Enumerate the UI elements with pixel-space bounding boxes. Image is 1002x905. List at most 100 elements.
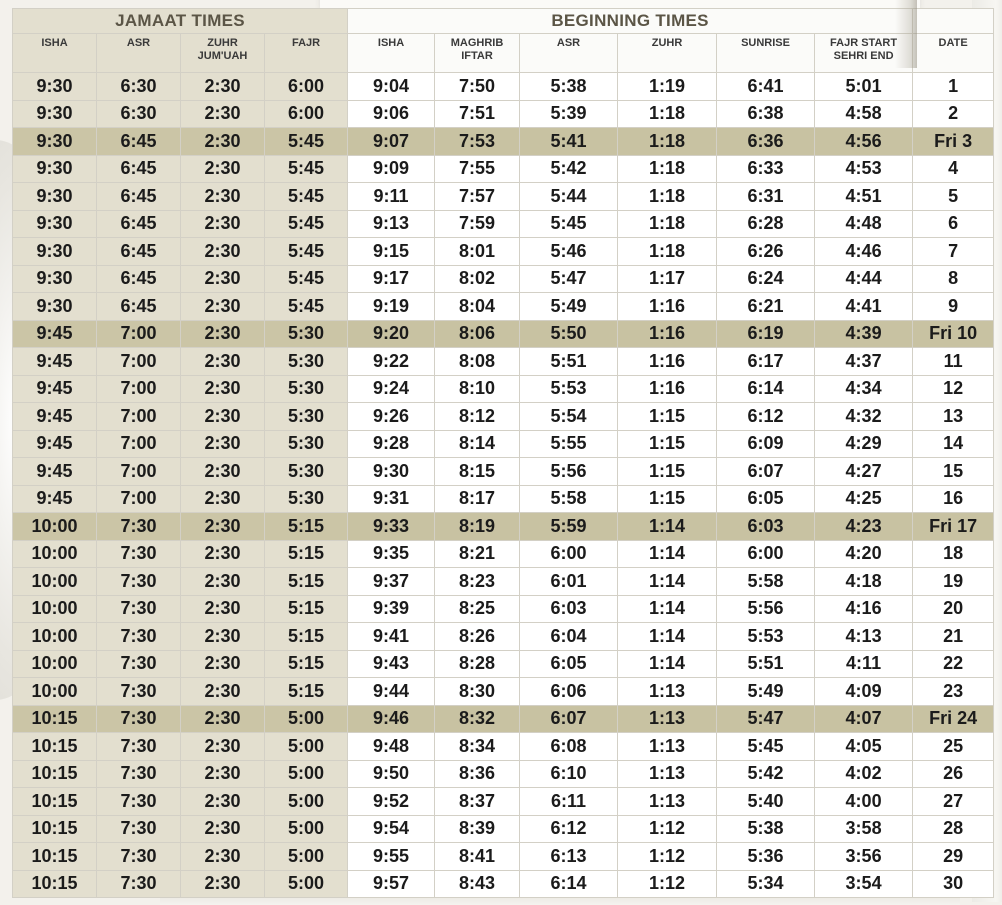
jamaat-zuhr-cell: 2:30 (180, 154, 265, 183)
jamaat-zuhr-cell: 2:30 (180, 649, 265, 678)
col-header-jamaat-fajr: FAJR (263, 33, 349, 73)
begin-maghrib-cell: 8:19 (434, 512, 521, 541)
date-cell: Fri 17 (912, 512, 995, 541)
begin-asr-cell: 6:14 (519, 869, 619, 898)
begin-sunrise-cell: 6:00 (716, 539, 816, 568)
begin-isha-cell: 9:17 (347, 264, 436, 293)
begin-maghrib-cell: 8:28 (434, 649, 521, 678)
jamaat-fajr-cell: 5:15 (263, 622, 349, 651)
jamaat-asr-cell: 7:00 (96, 402, 181, 431)
col-header-begin-zuhr: ZUHR (617, 33, 718, 73)
begin-zuhr-cell: 1:14 (617, 567, 718, 596)
begin-maghrib-cell: 8:23 (434, 567, 521, 596)
jamaat-fajr-cell: 6:00 (263, 72, 349, 101)
table-row: 9:30 6:45 2:30 5:45 9:19 8:04 5:49 1:16 6:21 4:41… (12, 292, 995, 321)
begin-maghrib-cell: 8:04 (434, 292, 521, 321)
begin-sunrise-cell: 6:21 (716, 292, 816, 321)
jamaat-asr-cell: 7:30 (96, 512, 181, 541)
jamaat-zuhr-cell: 2:30 (180, 622, 265, 651)
begin-fajr-cell: 4:41 (814, 292, 914, 321)
date-cell: 28 (912, 814, 995, 843)
jamaat-isha-cell: 9:45 (12, 402, 97, 431)
jamaat-isha-cell: 9:30 (12, 182, 97, 211)
jamaat-isha-cell: 9:30 (12, 72, 97, 101)
table-row: 10:15 7:30 2:30 5:00 9:55 8:41 6:13 1:12 5:36 3:5… (12, 842, 995, 871)
begin-fajr-cell: 4:46 (814, 237, 914, 266)
jamaat-isha-cell: 9:45 (12, 347, 97, 376)
date-cell: 16 (912, 484, 995, 513)
beginning-times-title: BEGINNING TIMES (347, 8, 914, 34)
begin-sunrise-cell: 5:38 (716, 814, 816, 843)
jamaat-fajr-cell: 5:45 (263, 237, 349, 266)
jamaat-fajr-cell: 5:00 (263, 704, 349, 733)
jamaat-zuhr-cell: 2:30 (180, 99, 265, 128)
begin-zuhr-cell: 1:12 (617, 842, 718, 871)
jamaat-isha-cell: 9:45 (12, 319, 97, 348)
begin-fajr-cell: 4:56 (814, 127, 914, 156)
begin-sunrise-cell: 6:26 (716, 237, 816, 266)
begin-fajr-cell: 4:48 (814, 209, 914, 238)
jamaat-isha-cell: 10:00 (12, 677, 97, 706)
jamaat-zuhr-cell: 2:30 (180, 374, 265, 403)
begin-isha-cell: 9:54 (347, 814, 436, 843)
jamaat-asr-cell: 7:30 (96, 622, 181, 651)
begin-zuhr-cell: 1:14 (617, 649, 718, 678)
date-cell: Fri 3 (912, 127, 995, 156)
begin-fajr-cell: 4:51 (814, 182, 914, 211)
jamaat-zuhr-cell: 2:30 (180, 787, 265, 816)
begin-maghrib-cell: 7:53 (434, 127, 521, 156)
jamaat-isha-cell: 10:15 (12, 842, 97, 871)
begin-fajr-cell: 4:39 (814, 319, 914, 348)
jamaat-asr-cell: 7:00 (96, 319, 181, 348)
begin-fajr-cell: 4:23 (814, 512, 914, 541)
jamaat-fajr-cell: 5:15 (263, 512, 349, 541)
jamaat-fajr-cell: 5:15 (263, 567, 349, 596)
jamaat-isha-cell: 9:30 (12, 209, 97, 238)
begin-asr-cell: 6:12 (519, 814, 619, 843)
jamaat-fajr-cell: 5:00 (263, 787, 349, 816)
jamaat-asr-cell: 6:45 (96, 182, 181, 211)
begin-maghrib-cell: 7:50 (434, 72, 521, 101)
jamaat-fajr-cell: 5:15 (263, 677, 349, 706)
jamaat-fajr-cell: 5:30 (263, 484, 349, 513)
table-row-friday: 9:30 6:45 2:30 5:45 9:07 7:53 5:41 1:18 6:36 4:56… (12, 127, 995, 156)
begin-zuhr-cell: 1:13 (617, 759, 718, 788)
date-cell: 18 (912, 539, 995, 568)
begin-isha-cell: 9:41 (347, 622, 436, 651)
begin-maghrib-cell: 8:12 (434, 402, 521, 431)
jamaat-asr-cell: 7:00 (96, 374, 181, 403)
jamaat-fajr-cell: 5:00 (263, 814, 349, 843)
col-header-jamaat-isha: ISHA (12, 33, 97, 73)
begin-asr-cell: 5:58 (519, 484, 619, 513)
begin-asr-cell: 6:05 (519, 649, 619, 678)
begin-isha-cell: 9:06 (347, 99, 436, 128)
table-row: 9:45 7:00 2:30 5:30 9:31 8:17 5:58 1:15 6:05 4:25… (12, 484, 995, 513)
begin-fajr-cell: 4:05 (814, 732, 914, 761)
date-cell: 13 (912, 402, 995, 431)
begin-maghrib-cell: 8:37 (434, 787, 521, 816)
begin-asr-cell: 5:51 (519, 347, 619, 376)
jamaat-asr-cell: 6:45 (96, 292, 181, 321)
date-cell: 12 (912, 374, 995, 403)
table-row: 10:15 7:30 2:30 5:00 9:50 8:36 6:10 1:13 5:42 4:0… (12, 759, 995, 788)
begin-fajr-cell: 3:56 (814, 842, 914, 871)
begin-isha-cell: 9:28 (347, 429, 436, 458)
jamaat-zuhr-cell: 2:30 (180, 72, 265, 101)
begin-maghrib-cell: 8:08 (434, 347, 521, 376)
begin-sunrise-cell: 6:12 (716, 402, 816, 431)
table-row: 9:30 6:45 2:30 5:45 9:11 7:57 5:44 1:18 6:31 4:51… (12, 182, 995, 211)
begin-fajr-cell: 4:13 (814, 622, 914, 651)
jamaat-zuhr-cell: 2:30 (180, 484, 265, 513)
begin-isha-cell: 9:15 (347, 237, 436, 266)
jamaat-asr-cell: 7:00 (96, 347, 181, 376)
col-header-begin-asr: ASR (519, 33, 619, 73)
begin-fajr-cell: 4:58 (814, 99, 914, 128)
begin-sunrise-cell: 5:45 (716, 732, 816, 761)
begin-fajr-cell: 4:20 (814, 539, 914, 568)
begin-isha-cell: 9:09 (347, 154, 436, 183)
begin-isha-cell: 9:44 (347, 677, 436, 706)
begin-maghrib-cell: 8:39 (434, 814, 521, 843)
table-row: 9:30 6:45 2:30 5:45 9:09 7:55 5:42 1:18 6:33 4:53… (12, 154, 995, 183)
begin-zuhr-cell: 1:15 (617, 457, 718, 486)
begin-zuhr-cell: 1:13 (617, 787, 718, 816)
